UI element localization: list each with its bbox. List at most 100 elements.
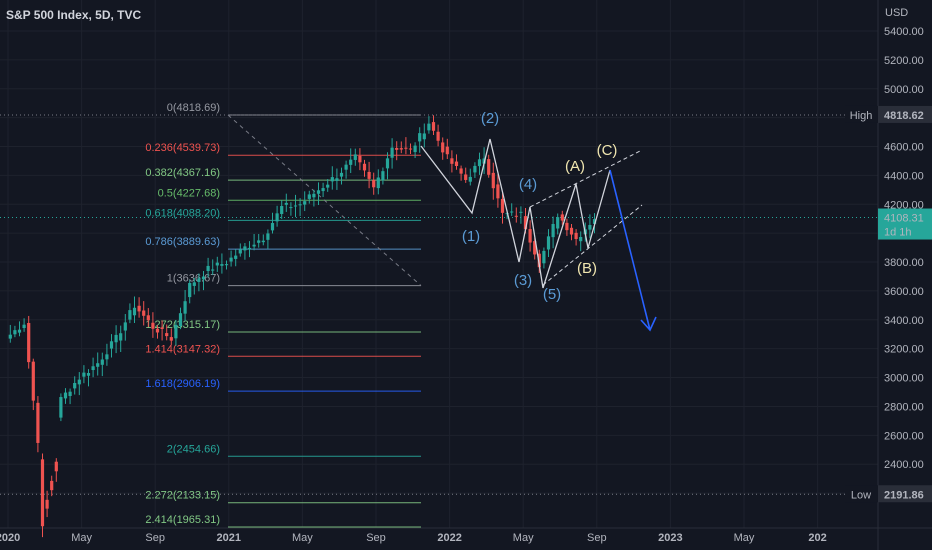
candle-body (229, 257, 233, 262)
candle-body (275, 213, 279, 222)
candle-body (422, 133, 426, 140)
candle-body (96, 363, 100, 367)
candle-body (579, 236, 583, 242)
candle-body (146, 315, 150, 321)
candle-body (413, 145, 417, 153)
candle-body (556, 217, 560, 229)
projection-arrow (609, 169, 651, 331)
current-price-countdown: 1d 1h (884, 227, 912, 239)
candle-body (362, 163, 367, 171)
price-tick-label: 5200.00 (884, 55, 924, 67)
time-tick-label: Sep (587, 532, 607, 544)
candle-body (45, 499, 49, 509)
price-tick-label: 4600.00 (884, 142, 924, 154)
candle-body (399, 148, 403, 150)
wave-label: (A) (565, 158, 585, 175)
candle-body (27, 322, 31, 363)
fib-level-label: 2(2454.66) (167, 443, 220, 455)
candle-body (91, 366, 95, 371)
candle-body (119, 333, 123, 341)
candle-body (40, 459, 45, 527)
candle-body (178, 313, 183, 327)
candle-body (142, 310, 146, 316)
candle-body (445, 146, 449, 155)
candle-body (542, 250, 546, 264)
candle-body (105, 354, 109, 360)
candle-body (114, 334, 118, 343)
candle-body (523, 216, 528, 230)
candle-body (220, 264, 224, 266)
candle-body (569, 227, 574, 235)
candle-body (321, 188, 325, 192)
time-tick-label: 2022 (437, 532, 461, 544)
candle-body (339, 172, 344, 177)
candle-body (307, 194, 311, 199)
candle-body (335, 178, 339, 181)
candle-body (234, 255, 238, 259)
candle-body (551, 223, 555, 238)
candle-body (22, 324, 26, 328)
candle-body (500, 198, 505, 213)
candle-body (316, 190, 321, 194)
wave-label: (C) (597, 142, 618, 159)
candle-body (201, 276, 206, 280)
price-tick-label: 3000.00 (884, 373, 924, 385)
fib-level-label: 1.272(3315.17) (145, 319, 220, 331)
candle-body (441, 142, 445, 153)
candle-body (326, 184, 330, 188)
candle-body (454, 161, 459, 166)
badge-label: Low (851, 489, 871, 501)
fib-level-label: 1(3636.67) (167, 273, 220, 285)
candle-body (160, 327, 164, 330)
candle-body (468, 176, 472, 182)
wave-label: (5) (543, 286, 561, 303)
time-tick-label: May (71, 532, 92, 544)
candle-body (252, 244, 256, 247)
badge-value: 2191.86 (884, 489, 924, 501)
time-tick-label: 202 (808, 532, 826, 544)
candle-body (385, 158, 390, 169)
badge-label-box (845, 485, 878, 503)
candle-body (128, 310, 132, 320)
candle-body (238, 249, 242, 254)
wave-label: (3) (514, 272, 532, 289)
price-axis[interactable] (878, 0, 932, 528)
candle-body (257, 240, 261, 243)
time-tick-label: May (734, 532, 755, 544)
price-tick-label: 3200.00 (884, 344, 924, 356)
candle-body (183, 301, 187, 314)
candle-body (197, 278, 201, 282)
candle-body (546, 236, 551, 250)
current-price-value: 4108.31 (884, 213, 924, 225)
current-price-badge (878, 208, 932, 240)
price-tick-label: 5400.00 (884, 26, 924, 38)
elliott-impulse-path (420, 138, 544, 289)
candle-body (303, 201, 307, 205)
candle-body (224, 264, 229, 266)
candle-body (390, 147, 394, 158)
fib-level-label: 1.414(3147.32) (145, 343, 220, 355)
currency-label: USD (885, 7, 909, 19)
price-tick-label: 3600.00 (884, 286, 924, 298)
elliott-correction-path (542, 169, 611, 289)
candle-body (372, 180, 376, 188)
candle-body (86, 373, 91, 376)
candle-body (381, 171, 385, 181)
price-tick-label: 3800.00 (884, 257, 924, 269)
candle-body (8, 334, 12, 339)
candle-body (266, 233, 270, 240)
wave-label: (4) (519, 176, 537, 193)
candle-body (109, 341, 114, 349)
candle-body (592, 219, 597, 224)
fib-level-label: 1.618(2906.19) (145, 378, 220, 390)
wave-label: (2) (481, 110, 499, 127)
candle-body (533, 241, 537, 255)
time-tick-label: May (292, 532, 313, 544)
price-tick-label: 2600.00 (884, 430, 924, 442)
candle-body (188, 283, 192, 298)
candle-body (431, 122, 436, 131)
candle-body (63, 392, 68, 399)
price-tick-label: 2800.00 (884, 401, 924, 413)
